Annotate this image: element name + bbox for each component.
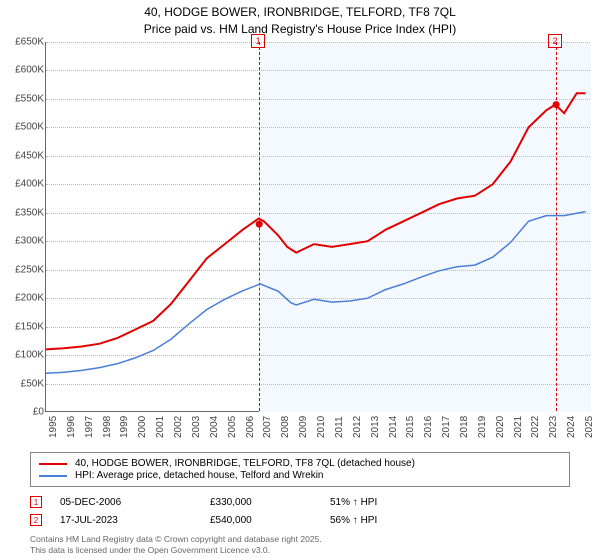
x-axis-label: 2010	[316, 416, 327, 438]
legend-label: HPI: Average price, detached house, Telf…	[75, 470, 324, 481]
x-axis-label: 2002	[173, 416, 184, 438]
x-axis-label: 2005	[227, 416, 238, 438]
y-axis-label: £50K	[2, 378, 44, 389]
x-axis-label: 2020	[495, 416, 506, 438]
table-row: 1 05-DEC-2006 £330,000 51% ↑ HPI	[30, 496, 570, 508]
x-axis-label: 2007	[262, 416, 273, 438]
y-axis-label: £500K	[2, 122, 44, 133]
y-axis-label: £250K	[2, 264, 44, 275]
footer-line2: This data is licensed under the Open Gov…	[30, 545, 322, 556]
plot-area	[45, 42, 590, 412]
x-axis-label: 2021	[513, 416, 524, 438]
x-axis-label: 1998	[102, 416, 113, 438]
x-axis-label: 2000	[137, 416, 148, 438]
footer-line1: Contains HM Land Registry data © Crown c…	[30, 534, 322, 545]
x-axis-label: 2001	[155, 416, 166, 438]
table-row: 2 17-JUL-2023 £540,000 56% ↑ HPI	[30, 514, 570, 526]
y-axis-label: £650K	[2, 37, 44, 48]
line-series	[46, 42, 591, 412]
y-axis-label: £350K	[2, 207, 44, 218]
y-axis-label: £300K	[2, 236, 44, 247]
x-axis-label: 1996	[66, 416, 77, 438]
chart-container: 40, HODGE BOWER, IRONBRIDGE, TELFORD, TF…	[0, 0, 600, 560]
chart-title: 40, HODGE BOWER, IRONBRIDGE, TELFORD, TF…	[0, 0, 600, 38]
y-axis-label: £400K	[2, 179, 44, 190]
legend-swatch	[39, 463, 67, 465]
x-axis-label: 2019	[477, 416, 488, 438]
x-axis-label: 2008	[280, 416, 291, 438]
x-axis-label: 2009	[298, 416, 309, 438]
y-axis-label: £550K	[2, 93, 44, 104]
legend: 40, HODGE BOWER, IRONBRIDGE, TELFORD, TF…	[30, 452, 570, 487]
x-axis-label: 2013	[370, 416, 381, 438]
title-line2: Price paid vs. HM Land Registry's House …	[0, 21, 600, 38]
transaction-marker: 1	[30, 496, 42, 508]
legend-label: 40, HODGE BOWER, IRONBRIDGE, TELFORD, TF…	[75, 458, 415, 469]
x-axis-label: 2011	[334, 416, 345, 438]
y-axis-label: £600K	[2, 65, 44, 76]
transaction-table: 1 05-DEC-2006 £330,000 51% ↑ HPI 2 17-JU…	[30, 494, 570, 532]
footer-attribution: Contains HM Land Registry data © Crown c…	[30, 534, 322, 556]
x-axis-label: 2024	[566, 416, 577, 438]
transaction-pct: 51% ↑ HPI	[330, 497, 377, 508]
x-axis-label: 1995	[48, 416, 59, 438]
transaction-price: £330,000	[210, 497, 330, 508]
title-line1: 40, HODGE BOWER, IRONBRIDGE, TELFORD, TF…	[0, 4, 600, 21]
x-axis-label: 2017	[441, 416, 452, 438]
transaction-date: 05-DEC-2006	[60, 497, 210, 508]
x-axis-label: 2018	[459, 416, 470, 438]
x-axis-label: 2014	[388, 416, 399, 438]
transaction-marker: 2	[30, 514, 42, 526]
y-axis-label: £150K	[2, 321, 44, 332]
legend-item: 40, HODGE BOWER, IRONBRIDGE, TELFORD, TF…	[39, 458, 561, 469]
x-axis-label: 2022	[530, 416, 541, 438]
x-axis-label: 2006	[245, 416, 256, 438]
transaction-pct: 56% ↑ HPI	[330, 515, 377, 526]
sale-marker: 2	[548, 34, 562, 48]
y-axis-label: £0	[2, 407, 44, 418]
y-axis-label: £450K	[2, 150, 44, 161]
x-axis-label: 2016	[423, 416, 434, 438]
x-axis-label: 1999	[119, 416, 130, 438]
x-axis-label: 2003	[191, 416, 202, 438]
transaction-price: £540,000	[210, 515, 330, 526]
x-axis-label: 2015	[405, 416, 416, 438]
sale-marker: 1	[251, 34, 265, 48]
y-axis-label: £100K	[2, 350, 44, 361]
legend-swatch	[39, 475, 67, 477]
x-axis-label: 2004	[209, 416, 220, 438]
y-axis-label: £200K	[2, 293, 44, 304]
x-axis-label: 1997	[84, 416, 95, 438]
x-axis-label: 2012	[352, 416, 363, 438]
x-axis-label: 2023	[548, 416, 559, 438]
transaction-date: 17-JUL-2023	[60, 515, 210, 526]
legend-item: HPI: Average price, detached house, Telf…	[39, 470, 561, 481]
x-axis-label: 2025	[584, 416, 595, 438]
